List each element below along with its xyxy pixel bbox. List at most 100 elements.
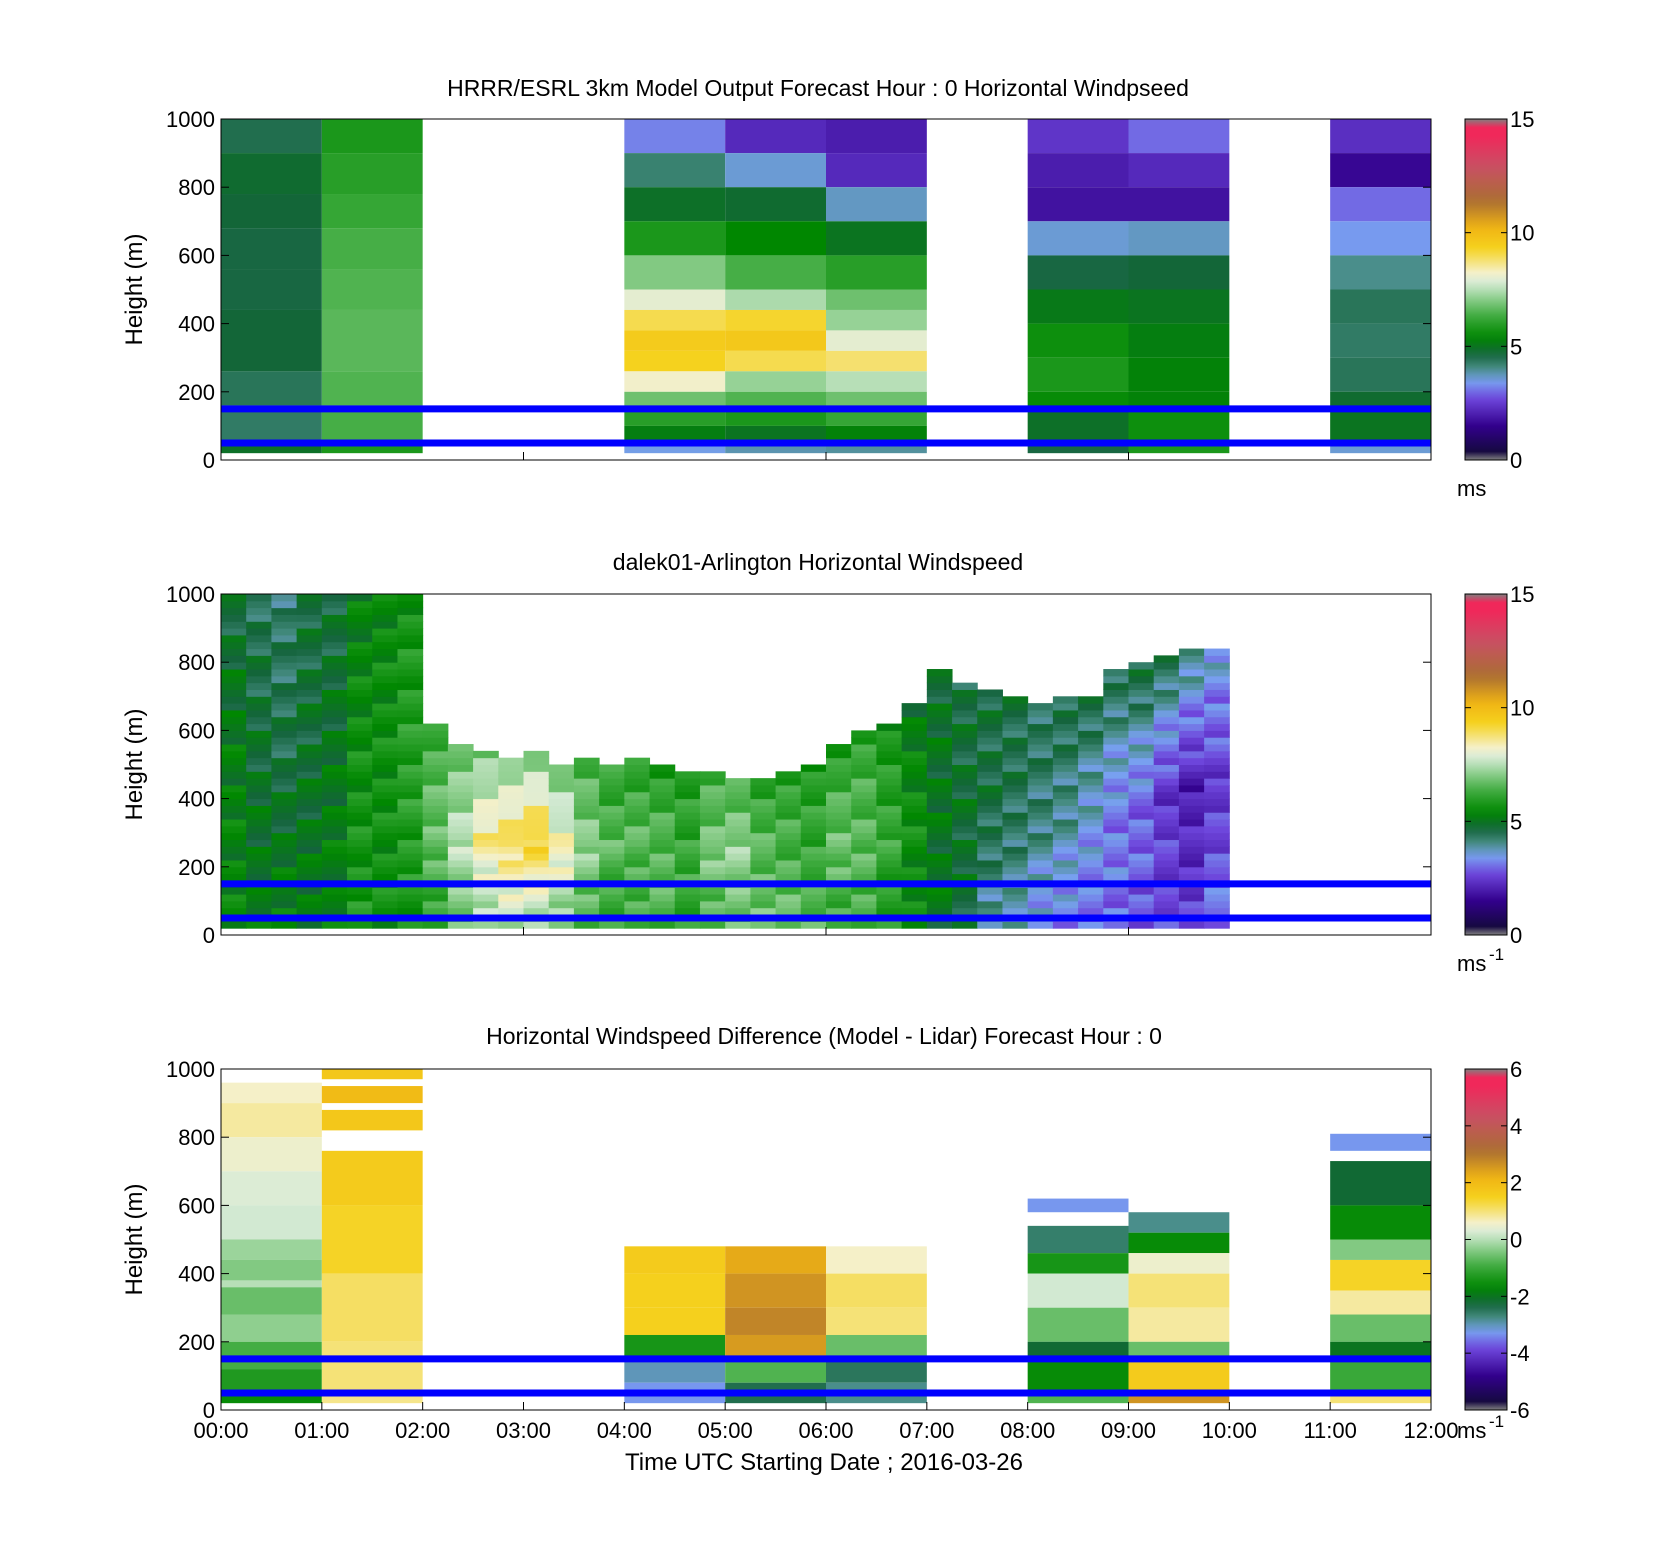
heatmap-cell: [296, 819, 323, 827]
heatmap-cell: [1153, 689, 1180, 697]
heatmap-cell: [826, 221, 927, 256]
heatmap-cell: [1128, 791, 1155, 800]
heatmap-cell: [271, 696, 298, 704]
heatmap-cell: [321, 750, 348, 759]
heatmap-cell: [1330, 1259, 1431, 1291]
heatmap-cell: [548, 778, 575, 786]
heatmap-cell: [1128, 757, 1155, 765]
heatmap-cell: [271, 648, 298, 656]
heatmap-cell: [952, 682, 978, 690]
heatmap-cell: [347, 750, 373, 759]
heatmap-cell: [246, 723, 272, 731]
heatmap-cell: [725, 1273, 826, 1308]
heatmap-cell: [296, 723, 323, 731]
heatmap-cell: [321, 628, 348, 636]
heatmap-cell: [1128, 669, 1155, 677]
heatmap-cell: [372, 607, 398, 615]
heatmap-cell: [851, 791, 877, 800]
heatmap-cell: [447, 812, 474, 820]
heatmap-cell: [725, 221, 826, 256]
heatmap-cell: [498, 921, 524, 929]
heatmap-cell: [271, 873, 298, 881]
heatmap-cell: [548, 859, 575, 868]
heatmap-cell: [725, 1334, 826, 1359]
heatmap-cell: [1078, 846, 1104, 854]
heatmap-cell: [926, 744, 953, 752]
heatmap-cell: [1002, 764, 1029, 772]
heatmap-cell: [347, 853, 373, 861]
heatmap-cell: [447, 757, 474, 765]
heatmap-cell: [1078, 866, 1104, 875]
heatmap-cell: [1153, 832, 1180, 841]
heatmap-cell: [926, 709, 953, 718]
heatmap-cell: [397, 682, 424, 690]
heatmap-cell: [221, 621, 247, 629]
heatmap-cell: [221, 1239, 322, 1260]
heatmap-cell: [1052, 784, 1079, 793]
heatmap-cell: [1103, 859, 1129, 868]
heatmap-cell: [498, 805, 524, 813]
heatmap-cell: [372, 825, 398, 834]
heatmap-cell: [826, 784, 852, 793]
heatmap-cell: [1103, 887, 1129, 895]
heatmap-cell: [1002, 825, 1029, 834]
heatmap-cell: [271, 798, 298, 806]
heatmap-cell: [1178, 723, 1205, 731]
heatmap-cell: [876, 839, 903, 847]
heatmap-cell: [573, 812, 600, 820]
heatmap-cell: [523, 757, 550, 765]
heatmap-cell: [624, 819, 651, 827]
heatmap-cell: [1330, 357, 1431, 392]
heatmap-cell: [800, 778, 827, 786]
heatmap-cell: [649, 900, 676, 909]
heatmap-cell: [775, 784, 802, 793]
heatmap-cell: [523, 839, 550, 847]
heatmap-cell: [246, 607, 272, 615]
heatmap-cell: [271, 812, 298, 820]
heatmap-cell: [1153, 716, 1180, 725]
heatmap-cell: [347, 757, 373, 765]
heatmap-cell: [1128, 771, 1155, 779]
heatmap-cell: [699, 900, 726, 909]
heatmap-cell: [221, 1280, 322, 1288]
heatmap-cell: [447, 764, 474, 772]
heatmap-cell: [473, 784, 499, 793]
heatmap-cell: [1204, 709, 1230, 718]
heatmap-cell: [1128, 873, 1155, 881]
heatmap-cell: [397, 675, 424, 684]
heatmap-cell: [422, 839, 449, 847]
heatmap-cell: [977, 791, 1003, 800]
heatmap-cell: [1153, 675, 1180, 684]
heatmap-cell: [775, 853, 802, 861]
heatmap-cell: [926, 887, 953, 895]
heatmap-cell: [221, 859, 247, 868]
heatmap-cell: [548, 900, 575, 909]
heatmap-cell: [599, 907, 625, 916]
heatmap-cell: [296, 784, 323, 793]
heatmap-cell: [926, 825, 953, 834]
heatmap-cell: [473, 819, 499, 827]
heatmap-cell: [876, 873, 903, 881]
heatmap-cell: [699, 819, 726, 827]
heatmap-cell: [271, 689, 298, 697]
heatmap-cell: [851, 853, 877, 861]
heatmap-cell: [271, 853, 298, 861]
heatmap-cell: [826, 771, 852, 779]
heatmap-cell: [1103, 894, 1129, 902]
heatmap-cell: [246, 730, 272, 738]
heatmap-cell: [1128, 921, 1155, 929]
heatmap-cell: [1128, 255, 1230, 290]
heatmap-cell: [1153, 873, 1180, 881]
heatmap-cell: [372, 791, 398, 800]
heatmap-cell: [725, 859, 751, 868]
heatmap-cell: [246, 887, 272, 895]
heatmap-cell: [422, 853, 449, 861]
heatmap-cell: [826, 1307, 927, 1335]
heatmap-cell: [1103, 689, 1129, 697]
heatmap-cell: [347, 859, 373, 868]
heatmap-cell: [221, 153, 322, 195]
heatmap-cell: [876, 750, 903, 759]
heatmap-cell: [347, 628, 373, 636]
heatmap-cell: [725, 791, 751, 800]
heatmap-cell: [1027, 357, 1129, 392]
